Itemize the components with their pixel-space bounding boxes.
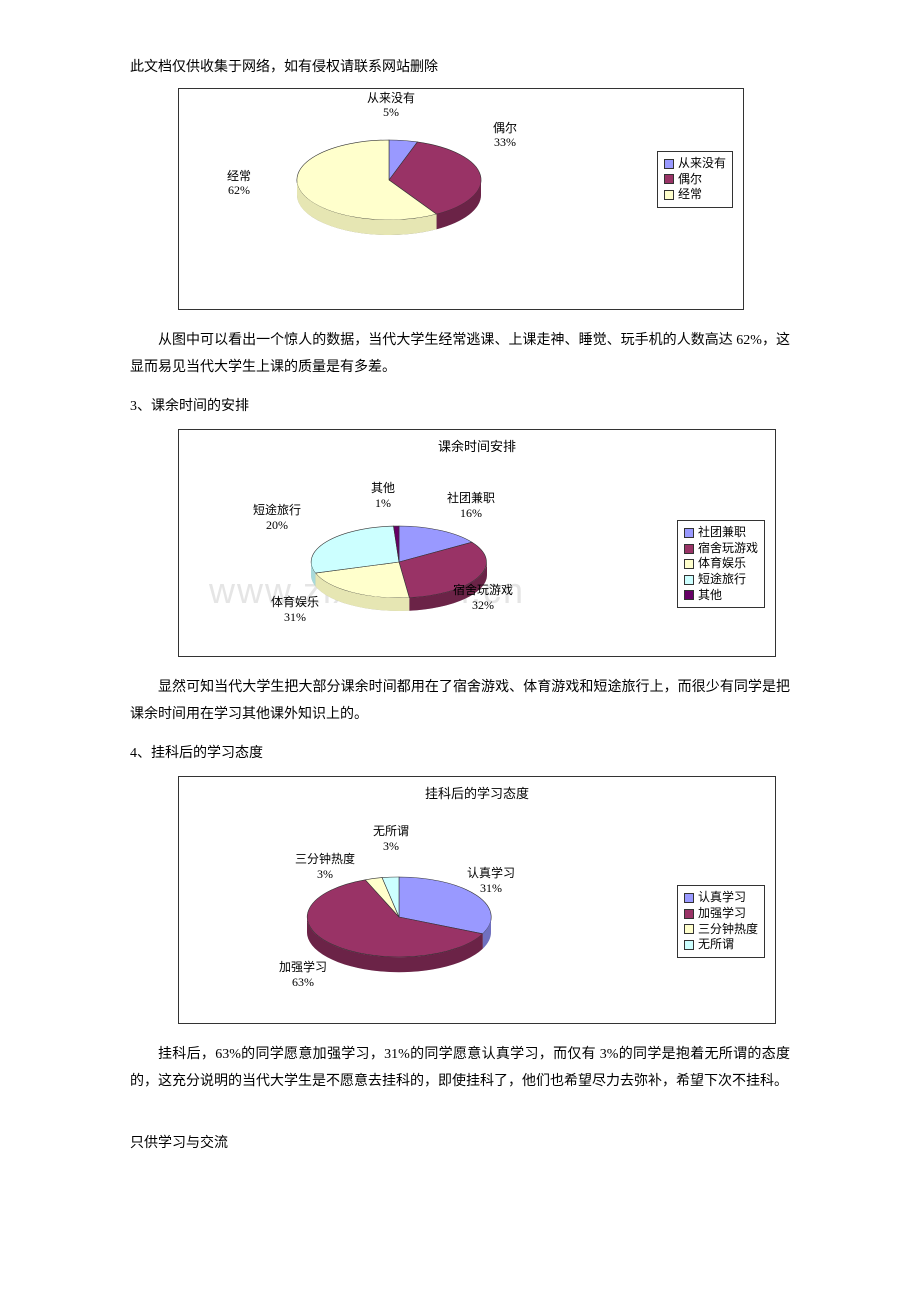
header-note: 此文档仅供收集于网络，如有侵权请联系网站删除: [130, 56, 790, 76]
chart-2-pie: 社团兼职16% 宿舍玩游戏32% 体育娱乐31% 短途旅行20% 其他1%: [249, 467, 549, 647]
chart1-label-1: 偶尔33%: [493, 121, 517, 150]
chart-2-legend: 社团兼职 宿舍玩游戏 体育娱乐 短途旅行 其他: [677, 520, 765, 608]
paragraph-1: 从图中可以看出一个惊人的数据，当代大学生经常逃课、上课走神、睡觉、玩手机的人数高…: [130, 328, 790, 381]
chart-2-box: 课余时间安排 www.zixin.com.cn 社团兼职16% 宿舍玩游戏32%: [178, 429, 776, 657]
legend-item: 短途旅行: [684, 572, 758, 588]
chart2-label-2: 体育娱乐31%: [271, 595, 319, 624]
chart1-label-2: 经常62%: [227, 169, 251, 198]
legend-item: 偶尔: [664, 172, 726, 188]
chart3-label-0: 认真学习31%: [467, 866, 515, 895]
chart2-label-0: 社团兼职16%: [447, 491, 495, 520]
legend-item: 认真学习: [684, 890, 758, 906]
legend-item: 从来没有: [664, 156, 726, 172]
chart-1-legend: 从来没有 偶尔 经常: [657, 151, 733, 208]
paragraph-2: 显然可知当代大学生把大部分课余时间都用在了宿舍游戏、体育游戏和短途旅行上，而很少…: [130, 675, 790, 728]
chart3-label-3: 无所谓3%: [373, 824, 409, 853]
heading-4: 4、挂科后的学习态度: [130, 742, 790, 762]
chart2-label-3: 短途旅行20%: [253, 503, 301, 532]
chart1-label-0: 从来没有5%: [367, 91, 415, 120]
chart2-label-1: 宿舍玩游戏32%: [453, 583, 513, 612]
legend-item: 社团兼职: [684, 525, 758, 541]
legend-item: 体育娱乐: [684, 556, 758, 572]
chart-1-pie: 从来没有5% 偶尔33% 经常62%: [239, 95, 539, 265]
heading-3: 3、课余时间的安排: [130, 395, 790, 415]
chart3-label-2: 三分钟热度3%: [295, 852, 355, 881]
chart3-label-1: 加强学习63%: [279, 960, 327, 989]
chart-3-legend: 认真学习 加强学习 三分钟热度 无所谓: [677, 885, 765, 957]
chart-3-pie: 认真学习31% 加强学习63% 三分钟热度3% 无所谓3%: [249, 814, 549, 1014]
legend-item: 加强学习: [684, 906, 758, 922]
chart2-label-4: 其他1%: [371, 481, 395, 510]
chart-1-box: 从来没有5% 偶尔33% 经常62% 从来没有 偶尔 经常: [178, 88, 744, 310]
legend-item: 其他: [684, 588, 758, 604]
legend-item: 经常: [664, 187, 726, 203]
document-page: 此文档仅供收集于网络，如有侵权请联系网站删除: [0, 0, 920, 1302]
legend-item: 三分钟热度: [684, 922, 758, 938]
paragraph-3: 挂科后，63%的同学愿意加强学习，31%的同学愿意认真学习，而仅有 3%的同学是…: [130, 1042, 790, 1095]
chart-2-title: 课余时间安排: [179, 430, 775, 455]
chart-3-box: 挂科后的学习态度 认真学习31% 加强学习63% 三分钟热度3%: [178, 776, 776, 1024]
footer-note: 只供学习与交流: [130, 1132, 790, 1152]
chart-3-title: 挂科后的学习态度: [179, 777, 775, 802]
legend-item: 宿舍玩游戏: [684, 541, 758, 557]
legend-item: 无所谓: [684, 937, 758, 953]
